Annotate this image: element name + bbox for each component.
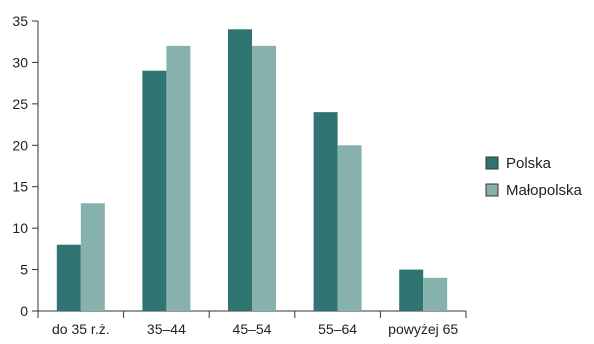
bar-malopolska-2 [252, 45, 276, 311]
y-tick-label: 5 [20, 262, 28, 278]
y-tick-label: 35 [12, 13, 28, 29]
legend-label-polska: Polska [506, 155, 552, 172]
bar-malopolska-1 [166, 45, 191, 311]
legend-swatch-polska [485, 156, 499, 170]
bar-polska-3 [313, 112, 338, 312]
legend-swatch-malopolska [485, 183, 499, 197]
x-tick-label: do 35 r.ż. [52, 321, 110, 337]
bar-polska-0 [56, 244, 81, 311]
x-tick-label: 55–64 [318, 321, 357, 337]
y-tick-label: 25 [12, 96, 28, 112]
bar-polska-4 [399, 269, 424, 311]
bar-malopolska-0 [80, 203, 105, 311]
bar-polska-2 [228, 29, 252, 312]
y-tick-label: 30 [12, 54, 28, 70]
x-tick-label: 45–54 [233, 321, 272, 337]
x-tick-label: powyżej 65 [388, 321, 458, 337]
y-tick-label: 15 [12, 179, 28, 195]
legend-label-malopolska: Małopolska [506, 182, 583, 199]
bar-polska-1 [142, 70, 167, 311]
x-tick-label: 35–44 [147, 321, 186, 337]
legend: Polska Małopolska [485, 155, 583, 199]
bar-malopolska-4 [423, 277, 448, 311]
bar-malopolska-3 [337, 145, 362, 311]
x-axis: do 35 r.ż. 35–44 45–54 55–64 powyżej 65 [37, 310, 467, 337]
y-tick-label: 0 [20, 303, 28, 319]
bars [56, 29, 448, 312]
y-tick-label: 10 [12, 220, 28, 236]
y-axis: 0 5 10 15 20 25 30 35 [12, 13, 39, 319]
y-tick-label: 20 [12, 137, 28, 153]
